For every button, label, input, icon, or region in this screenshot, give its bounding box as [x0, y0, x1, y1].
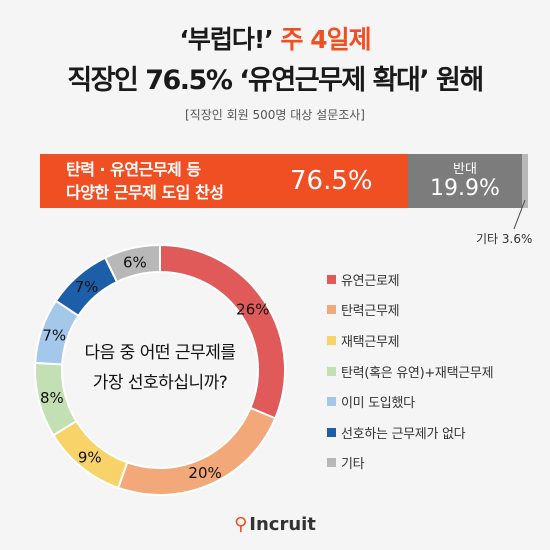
legend-item-5: 선호하는 근무제가 없다 [327, 417, 493, 448]
legend-item-2: 재택근무제 [327, 325, 493, 356]
legend-swatch-6 [327, 458, 336, 468]
legend-label-6: 기타 [341, 457, 365, 473]
legend-item-4: 이미 도입했다 [327, 386, 493, 417]
approve-value: 76.5% [290, 166, 373, 196]
legend-item-0: 유연근로제 [327, 264, 493, 295]
legend-label-3: 탄력(혹은 유연)+재택근무제 [341, 365, 494, 381]
other-label: 기타 3.6% [476, 232, 533, 246]
legend-label-1: 탄력근무제 [341, 304, 400, 320]
center-question-line2: 가장 선호하십니까? [92, 373, 228, 393]
donut-center-question: 다음 중 어떤 근무제를 가장 선호하십니까? [60, 338, 260, 398]
donut-slice-label-1: 20% [188, 464, 221, 482]
legend-swatch-3 [327, 366, 336, 376]
legend-swatch-4 [327, 397, 336, 407]
summary-bar-oppose: 반대 19.9% [408, 154, 522, 208]
summary-bar-other [522, 154, 528, 208]
oppose-value: 19.9% [430, 176, 500, 201]
page-title-line2: 직장인 76.5% ‘유연근무제 확대’ 원해 [67, 65, 484, 96]
approve-label-line1: 탄력 · 유연근무제 등 [66, 160, 201, 179]
incruit-logo-icon: ⚲ [234, 514, 248, 535]
legend-label-2: 재택근무제 [341, 334, 400, 350]
center-question-line1: 다음 중 어떤 근무제를 [84, 343, 236, 363]
title-quote: ‘부럽다!’ [179, 25, 273, 54]
legend-label-5: 선호하는 근무제가 없다 [341, 426, 466, 442]
summary-bar-approve: 탄력 · 유연근무제 등 다양한 근무제 도입 찬성 76.5% [40, 154, 408, 208]
approve-label-line2: 다양한 근무제 도입 찬성 [66, 183, 224, 202]
title-highlight: 주 4일제 [280, 25, 372, 54]
legend-label-4: 이미 도입했다 [341, 396, 415, 412]
incruit-logo: ⚲ Incruit [0, 514, 550, 535]
donut-slice-label-0: 26% [236, 300, 269, 318]
legend-swatch-5 [327, 427, 336, 437]
legend-item-1: 탄력근무제 [327, 295, 493, 326]
logo-text: Incruit [249, 514, 316, 535]
donut-slice-label-6: 6% [123, 253, 147, 271]
donut-slice-label-3: 8% [40, 389, 64, 407]
donut-slice-label-4: 7% [42, 327, 66, 345]
legend-item-6: 기타 [327, 448, 493, 479]
legend-item-3: 탄력(혹은 유연)+재택근무제 [327, 356, 494, 387]
donut-slice-6 [103, 243, 161, 284]
oppose-label: 반대 [453, 162, 477, 177]
legend-swatch-2 [327, 335, 336, 345]
legend-swatch-1 [327, 305, 336, 315]
donut-chart: 26% 20% 9% 8% 7% 7% 6% [34, 243, 286, 496]
approve-label: 탄력 · 유연근무제 등 다양한 근무제 도입 찬성 [66, 158, 224, 204]
page-title-line1: ‘부럽다!’ 주 4일제 [0, 20, 550, 56]
legend-swatch-0 [327, 274, 336, 284]
legend-label-0: 유연근로제 [341, 273, 400, 289]
donut-slice-label-2: 9% [78, 449, 102, 467]
survey-subtitle: [직장인 회원 500명 대상 설문조사] [184, 108, 365, 122]
donut-slice-label-5: 7% [75, 278, 99, 296]
